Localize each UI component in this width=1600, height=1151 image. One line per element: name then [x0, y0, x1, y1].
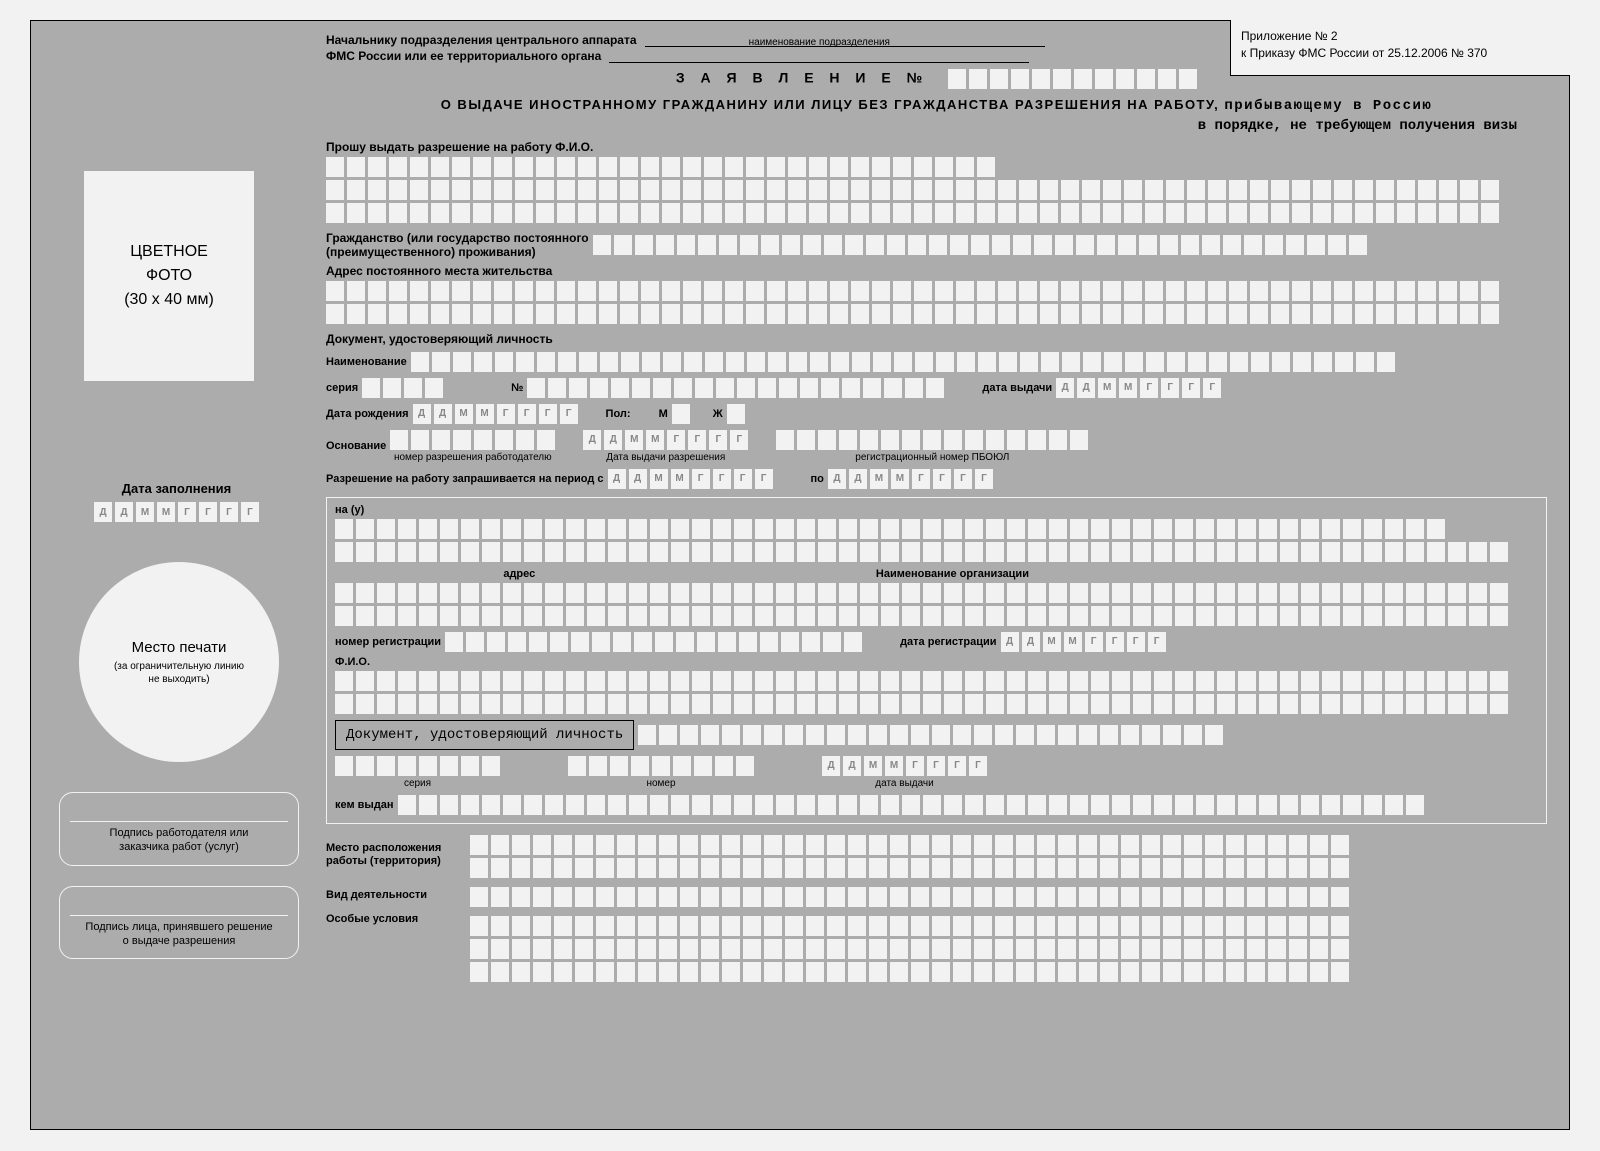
photo-l1: ЦВЕТНОЕ	[124, 240, 214, 264]
period-from-cells[interactable]: ДДММГГГГ	[608, 469, 773, 489]
subtitle-line1: О ВЫДАЧЕ ИНОСТРАННОМУ ГРАЖДАНИНУ ИЛИ ЛИЦ…	[326, 97, 1547, 114]
photo-l2: ФОТО	[124, 264, 214, 288]
issued-by-label: кем выдан	[335, 799, 394, 811]
fio2-cells[interactable]	[335, 671, 1538, 714]
regdate-cells[interactable]: ДДММГГГГ	[1001, 632, 1166, 652]
special-cells[interactable]	[470, 913, 1349, 982]
issue-date-label: дата выдачи	[982, 382, 1052, 394]
org-addr-label: адрес	[503, 568, 535, 580]
fill-date-label: Дата заполнения	[49, 481, 304, 496]
doc-tail-cells[interactable]	[638, 725, 1223, 745]
fill-date-section: Дата заполнения ДДММГГГГ	[49, 481, 304, 522]
basis-sub3: регистрационный номер ПБОЮЛ	[855, 452, 1009, 463]
number-cells[interactable]	[527, 378, 944, 398]
organization-box: на (у) адрес Наименование организации но…	[326, 497, 1547, 824]
header-line1: Начальнику подразделения центрального ап…	[326, 33, 637, 47]
seal-sub: (за ограничительную линиюне выходить)	[114, 660, 244, 686]
application-number-cells[interactable]	[948, 69, 1197, 89]
sex-f: Ж	[713, 408, 723, 420]
nau-cells[interactable]	[335, 519, 1538, 562]
citizenship-cells[interactable]	[593, 235, 1367, 255]
doc-number-label: номер	[646, 778, 675, 789]
attachment-note: Приложение № 2 к Приказу ФМС России от 2…	[1230, 20, 1570, 76]
request-label: Прошу выдать разрешение на работу Ф.И.О.	[326, 140, 593, 154]
sex-m-cell[interactable]	[672, 404, 690, 424]
employer-signature-box: Подпись работодателя илизаказчика работ …	[59, 792, 299, 866]
series-label: серия	[326, 382, 358, 394]
number-label: №	[511, 382, 523, 394]
issue-date-cells[interactable]: ДДММГГГГ	[1056, 378, 1221, 398]
seal-area: Место печати (за ограничительную линиюне…	[79, 562, 279, 762]
birth-date-label: Дата рождения	[326, 408, 409, 420]
doc-series-cells[interactable]	[335, 756, 500, 776]
basis-label: Основание	[326, 440, 386, 452]
issuedby-cells[interactable]	[398, 795, 1424, 815]
org-cells[interactable]	[335, 583, 1538, 626]
fio-cells[interactable]	[326, 157, 1547, 223]
photo-placeholder: ЦВЕТНОЕ ФОТО (30 x 40 мм)	[84, 171, 254, 381]
basis-reg-cells[interactable]	[776, 430, 1088, 450]
reg-num-label: номер регистрации	[335, 636, 441, 648]
header-sub2: наименование подразделения	[609, 37, 1029, 48]
official-signature-box: Подпись лица, принявшего решениео выдаче…	[59, 886, 299, 960]
org-name-label: Наименование организации	[876, 568, 1029, 580]
main-content: Начальнику подразделения центрального ап…	[316, 21, 1569, 1129]
birth-date-cells[interactable]: ДДММГГГГ	[413, 404, 578, 424]
special-label: Особые условия	[326, 913, 466, 925]
header-underline2[interactable]: наименование подразделения	[609, 49, 1029, 63]
fio2-label: Ф.И.О.	[335, 656, 1538, 668]
sex-f-cell[interactable]	[727, 404, 745, 424]
basis-sub1: номер разрешения работодателю	[394, 452, 552, 463]
basis-num-cells[interactable]	[390, 430, 555, 450]
doc-issue-label: дата выдачи	[875, 778, 933, 789]
doc-number-cells[interactable]	[568, 756, 754, 776]
seal-title: Место печати	[132, 639, 227, 656]
activity-cells[interactable]	[470, 884, 1349, 907]
series-cells[interactable]	[362, 378, 443, 398]
work-cells[interactable]	[470, 832, 1349, 878]
id-doc-label: Документ, удостоверяющий личность	[326, 332, 1547, 346]
reg-date-label: дата регистрации	[900, 636, 996, 648]
id-name-cells[interactable]	[411, 352, 1395, 372]
address-label: Адрес постоянного места жительства	[326, 264, 1547, 278]
sex-label: Пол:	[606, 408, 631, 420]
id-name-label: Наименование	[326, 356, 407, 368]
period-label: Разрешение на работу запрашивается на пе…	[326, 473, 604, 485]
period-to-label: по	[811, 473, 824, 485]
doc-id-box: Документ, удостоверяющий личность	[335, 720, 634, 750]
header-line2: ФМС России или ее территориального орган…	[326, 49, 601, 63]
subtitle-line2: в порядке, не требующем получения визы	[326, 118, 1547, 134]
fill-date-cells[interactable]: ДДММГГГГ	[49, 502, 304, 522]
photo-l3: (30 x 40 мм)	[124, 288, 214, 312]
doc-issue-cells[interactable]: ДДММГГГГ	[822, 756, 987, 776]
doc-series-label: серия	[404, 778, 431, 789]
citizenship-label: Гражданство (или государство постоянного…	[326, 231, 589, 260]
activity-label: Вид деятельности	[326, 889, 466, 901]
attachment-line1: Приложение № 2	[1241, 28, 1560, 45]
work-place-label: Место расположенияработы (территория)	[326, 842, 466, 868]
sex-m: М	[659, 408, 668, 420]
basis-date-cells[interactable]: ДДММГГГГ	[583, 430, 748, 450]
period-to-cells[interactable]: ДДММГГГГ	[828, 469, 993, 489]
regnum-cells[interactable]	[445, 632, 862, 652]
basis-sub2: Дата выдачи разрешения	[606, 452, 725, 463]
na-u-label: на (у)	[335, 504, 1538, 516]
attachment-line2: к Приказу ФМС России от 25.12.2006 № 370	[1241, 45, 1560, 62]
address-cells[interactable]	[326, 281, 1547, 324]
application-form: Приложение № 2 к Приказу ФМС России от 2…	[30, 20, 1570, 1130]
employer-signature-label: Подпись работодателя илизаказчика работ …	[70, 821, 288, 855]
left-column: ЦВЕТНОЕ ФОТО (30 x 40 мм) Дата заполнени…	[31, 21, 316, 1129]
official-signature-label: Подпись лица, принявшего решениео выдаче…	[70, 915, 288, 949]
